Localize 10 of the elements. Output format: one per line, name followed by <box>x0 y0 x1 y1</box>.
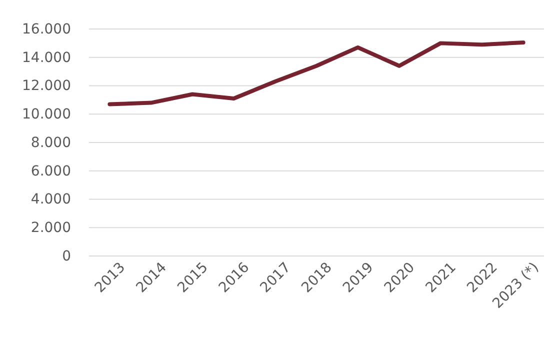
y-tick-label: 6.000 <box>30 163 71 180</box>
y-tick-label: 14.000 <box>22 50 71 66</box>
y-tick-label: 8.000 <box>30 134 71 151</box>
y-tick-label: 10.000 <box>22 106 71 123</box>
y-tick-label: 16.000 <box>22 21 71 38</box>
y-tick-label: 2.000 <box>30 220 71 236</box>
line-series <box>108 40 526 106</box>
y-tick-label: 0 <box>62 248 71 264</box>
y-tick-label: 4.000 <box>30 192 71 208</box>
y-tick-label: 12.000 <box>22 78 71 94</box>
